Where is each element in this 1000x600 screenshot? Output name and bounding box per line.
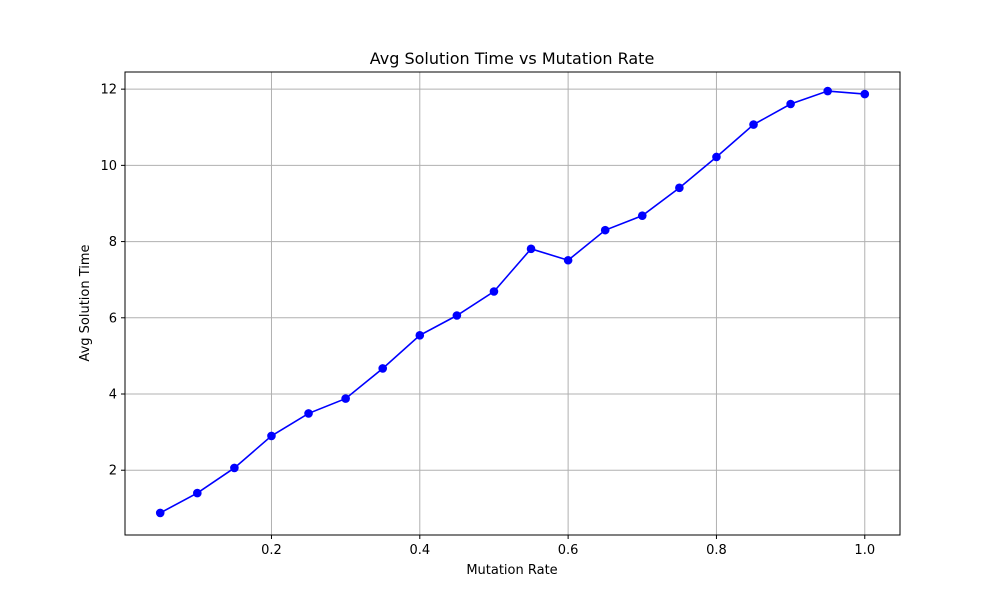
data-point [712,152,721,162]
y-tick-label: 6 [109,311,117,326]
data-point [193,488,202,498]
chart-title: Avg Solution Time vs Mutation Rate [370,49,655,68]
y-axis-label: Avg Solution Time [78,244,93,361]
data-point [378,364,388,373]
data-point [600,225,610,235]
data-point [267,431,276,441]
x-tick-label: 0.8 [706,543,727,558]
plot-area-frame [124,71,901,536]
y-tick-label: 4 [109,388,117,403]
data-point [415,331,425,340]
data-point [749,120,758,129]
data-point [230,463,239,473]
data-point [786,99,795,109]
y-tick-label: 8 [109,235,117,250]
series-line-group [155,86,870,518]
data-point [675,183,684,193]
grid-lines [125,72,900,535]
x-tick-label: 1.0 [854,543,875,558]
y-tick-label: 12 [100,83,117,98]
y-tick-label: 2 [109,464,117,479]
x-tick-label: 0.2 [261,543,282,558]
data-point [155,508,165,518]
data-point [563,255,573,265]
x-tick-label: 0.4 [409,543,430,558]
data-point [489,287,499,296]
axis-ticks: 0.2 0.4 0.6 0.8 1.0 2 4 6 8 10 12 [100,83,875,558]
data-point [341,394,350,403]
x-axis-label: Mutation Rate [466,563,557,578]
data-point [823,86,832,96]
data-point [860,89,870,99]
data-point [304,409,313,418]
x-tick-label: 0.6 [558,543,579,558]
y-tick-label: 10 [100,159,117,174]
data-point [526,244,536,254]
series-line [159,90,865,514]
data-point [637,211,647,220]
data-point [452,311,462,320]
